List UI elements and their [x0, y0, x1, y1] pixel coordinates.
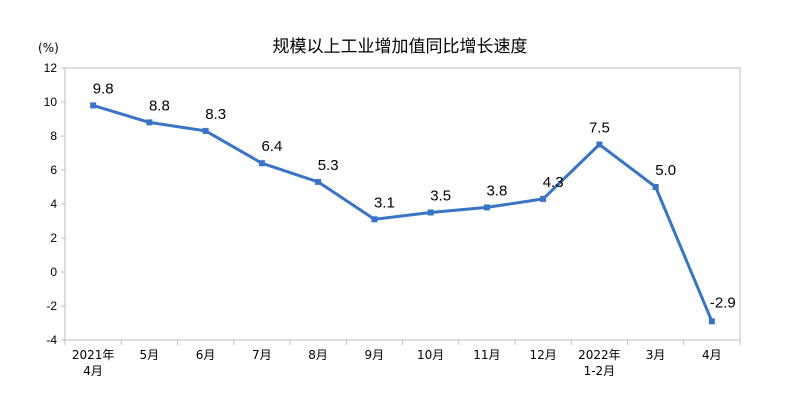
- y-tick-label: 6: [50, 163, 57, 177]
- x-tick-label: 8月: [308, 348, 328, 362]
- data-point: [146, 119, 153, 126]
- x-tick-label: 2021年 4月: [72, 348, 115, 378]
- data-label: 8.3: [205, 106, 226, 123]
- y-tick-label: 10: [44, 95, 58, 109]
- x-tick-label: 4月: [702, 348, 722, 362]
- y-unit-label: (%): [38, 41, 59, 55]
- y-tick-label: 2: [50, 231, 57, 245]
- y-tick-label: 4: [50, 197, 57, 211]
- x-tick-label: 11月: [473, 348, 500, 362]
- x-tick-label: 6月: [196, 348, 216, 362]
- x-tick-label: 3月: [646, 348, 666, 362]
- data-point: [371, 216, 378, 223]
- chart-title: 规模以上工业增加值同比增长速度: [273, 37, 528, 57]
- data-label: 6.4: [261, 138, 282, 155]
- y-tick-label: -4: [46, 333, 57, 347]
- data-label: 8.8: [149, 97, 170, 114]
- y-tick-label: 0: [50, 265, 57, 279]
- data-point: [258, 160, 265, 167]
- series-line-group: [92, 103, 714, 322]
- x-tick-label: 12月: [529, 348, 556, 362]
- data-point: [708, 318, 715, 325]
- data-point: [90, 102, 97, 109]
- data-label: 5.3: [318, 157, 339, 174]
- data-points: [90, 102, 715, 325]
- data-point: [202, 127, 209, 134]
- data-point: [652, 184, 659, 190]
- data-label: 4.3: [543, 174, 564, 191]
- x-tick-label: 9月: [365, 348, 385, 362]
- data-point: [540, 195, 547, 202]
- series-line: [92, 103, 714, 322]
- axes: -4 -2 0 2 4 6 8 10 12 2021年 4月 5月 6月 7月 8月 9月 10月 11月 12月 2…: [44, 61, 741, 378]
- data-label: -2.9: [710, 294, 736, 311]
- data-label: 3.5: [430, 188, 451, 205]
- data-labels: 9.8 8.8 8.3 6.4 5.3 3.1 3.5 3.8 4.3 7.5 5.0 -2.9: [93, 80, 736, 311]
- data-point: [315, 178, 322, 185]
- data-label: 9.8: [93, 80, 114, 97]
- x-tick-label: 5月: [140, 348, 160, 362]
- data-label: 3.1: [374, 194, 395, 211]
- y-tick-label: -2: [46, 299, 57, 313]
- x-tick-label: 7月: [252, 348, 272, 362]
- x-tick-label: 10月: [417, 348, 444, 362]
- data-point: [483, 204, 490, 211]
- data-label: 7.5: [589, 120, 610, 137]
- y-tick-label: 12: [44, 61, 58, 75]
- data-label: 3.8: [486, 182, 507, 199]
- y-tick-label: 8: [50, 129, 57, 143]
- data-label: 5.0: [655, 162, 676, 179]
- data-point: [596, 141, 603, 148]
- data-point: [427, 209, 434, 216]
- x-tick-label: 2022年 1-2月: [578, 348, 621, 378]
